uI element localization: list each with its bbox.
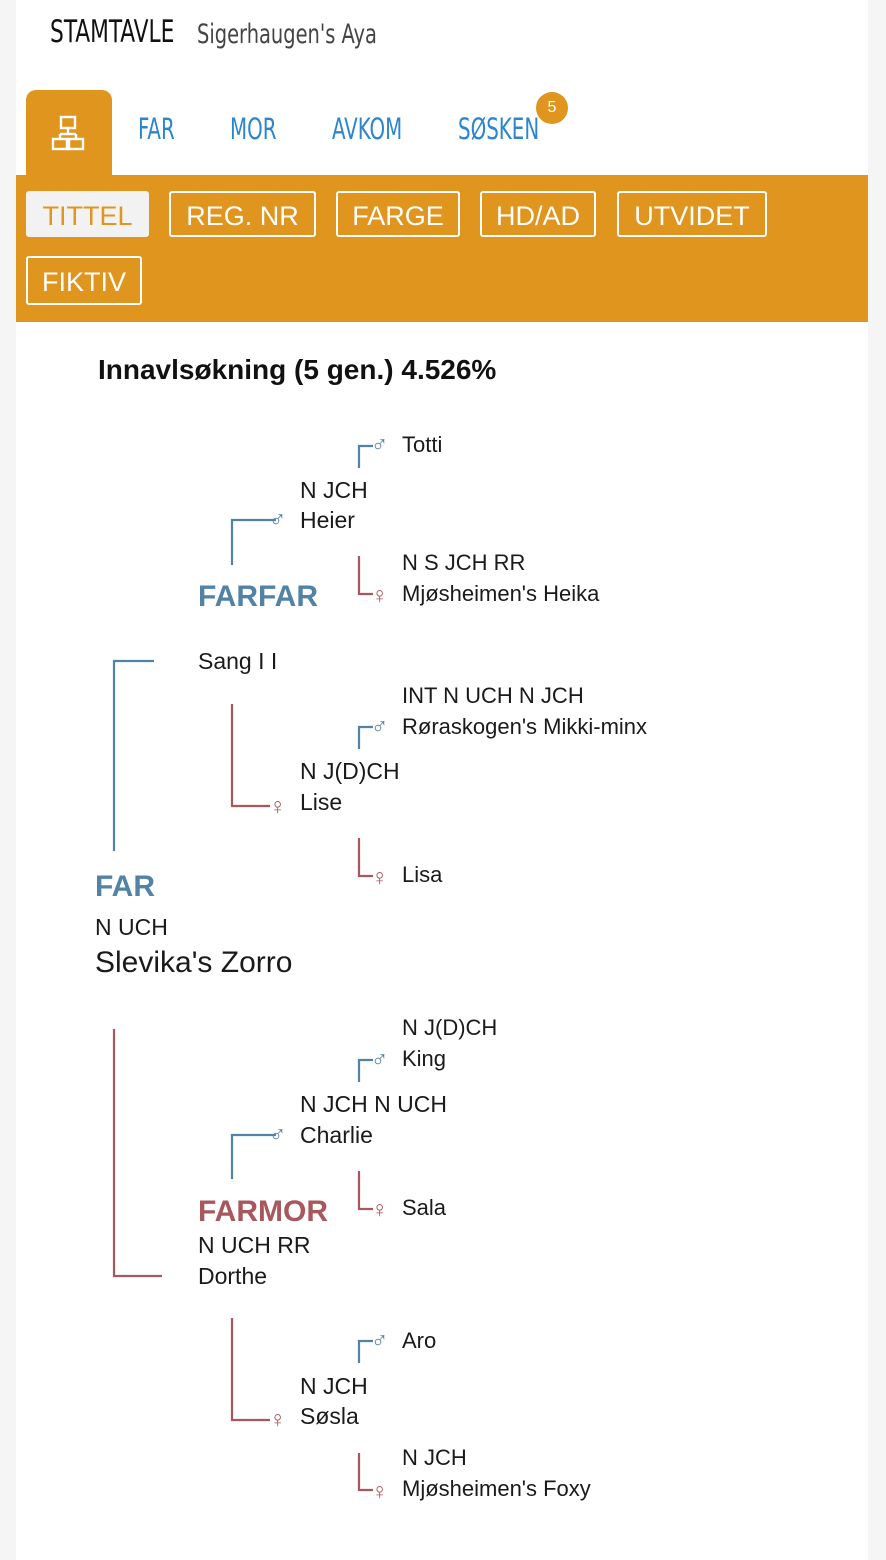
dog-name-sosla[interactable]: Søsla xyxy=(300,1403,359,1429)
male-icon: ♂ xyxy=(371,1327,389,1353)
dog-name-mikki[interactable]: Røraskogen's Mikki-minx xyxy=(402,714,648,739)
dog-name-charlie[interactable]: Charlie xyxy=(300,1122,373,1148)
filter-fiktiv-button[interactable]: FIKTIV xyxy=(26,256,142,305)
female-icon: ♀ xyxy=(371,1478,389,1504)
tab-sosken[interactable]: SØSKEN xyxy=(458,112,540,146)
dog-title-far: N UCH xyxy=(95,914,168,940)
dog-title-king: N J(D)CH xyxy=(402,1015,498,1040)
filter-bar xyxy=(16,175,868,322)
dog-name-farfar[interactable]: Sang I I xyxy=(198,648,278,674)
page-title: STAMTAVLE xyxy=(50,14,175,50)
male-icon: ♂ xyxy=(269,506,287,532)
male-icon: ♂ xyxy=(371,713,389,739)
dog-name-heika[interactable]: Mjøsheimen's Heika xyxy=(402,581,600,606)
filter-hdad-button[interactable]: HD/AD xyxy=(480,191,596,237)
dog-name-subtitle: Sigerhaugen's Aya xyxy=(197,19,377,50)
female-icon: ♀ xyxy=(371,864,389,890)
dog-title-farmor: N UCH RR xyxy=(198,1232,311,1258)
dog-title-lise: N J(D)CH xyxy=(300,758,400,784)
dog-name-heier[interactable]: Heier xyxy=(300,507,355,533)
female-icon: ♀ xyxy=(269,1406,287,1432)
filter-utvidet-button[interactable]: UTVIDET xyxy=(617,191,767,237)
dog-name-king[interactable]: King xyxy=(402,1046,447,1071)
male-icon: ♂ xyxy=(371,1046,389,1072)
dog-title-charlie: N JCH N UCH xyxy=(300,1091,447,1117)
dog-title-heier: N JCH xyxy=(300,477,368,503)
female-icon: ♀ xyxy=(269,793,287,819)
dog-title-sosla: N JCH xyxy=(300,1373,368,1399)
dog-title-mikki: INT N UCH N JCH xyxy=(402,683,584,708)
tab-far[interactable]: FAR xyxy=(138,112,175,146)
sibling-count-badge: 5 xyxy=(536,92,568,124)
dog-name-sala[interactable]: Sala xyxy=(402,1195,447,1220)
dog-name-totti[interactable]: Totti xyxy=(402,432,443,457)
dog-title-heika: N S JCH RR xyxy=(402,550,526,575)
dog-name-farmor[interactable]: Dorthe xyxy=(198,1263,268,1289)
role-label-farmor: FARMOR xyxy=(198,1195,328,1228)
female-icon: ♀ xyxy=(371,582,389,608)
filter-tittel-button[interactable]: TITTEL xyxy=(26,191,149,237)
inbreeding-coefficient: Innavlsøkning (5 gen.) 4.526% xyxy=(98,354,497,385)
dog-name-aro[interactable]: Aro xyxy=(402,1328,437,1353)
male-icon: ♂ xyxy=(371,431,389,457)
male-icon: ♂ xyxy=(269,1121,287,1147)
tab-pedigree[interactable] xyxy=(26,90,112,180)
dog-name-lisa[interactable]: Lisa xyxy=(402,862,443,887)
female-icon: ♀ xyxy=(371,1196,389,1222)
dog-title-foxy: N JCH xyxy=(402,1445,467,1470)
tab-mor[interactable]: MOR xyxy=(230,112,277,146)
dog-name-far[interactable]: Slevika's Zorro xyxy=(95,946,293,979)
filter-farge-button[interactable]: FARGE xyxy=(336,191,460,237)
role-label-farfar: FARFAR xyxy=(198,580,318,613)
filter-regnr-button[interactable]: REG. NR xyxy=(169,191,316,237)
tab-avkom[interactable]: AVKOM xyxy=(332,112,403,146)
pedigree-tree-icon xyxy=(51,115,85,151)
dog-name-foxy[interactable]: Mjøsheimen's Foxy xyxy=(402,1476,591,1501)
dog-name-lise[interactable]: Lise xyxy=(300,789,343,815)
role-label-far: FAR xyxy=(95,870,155,903)
